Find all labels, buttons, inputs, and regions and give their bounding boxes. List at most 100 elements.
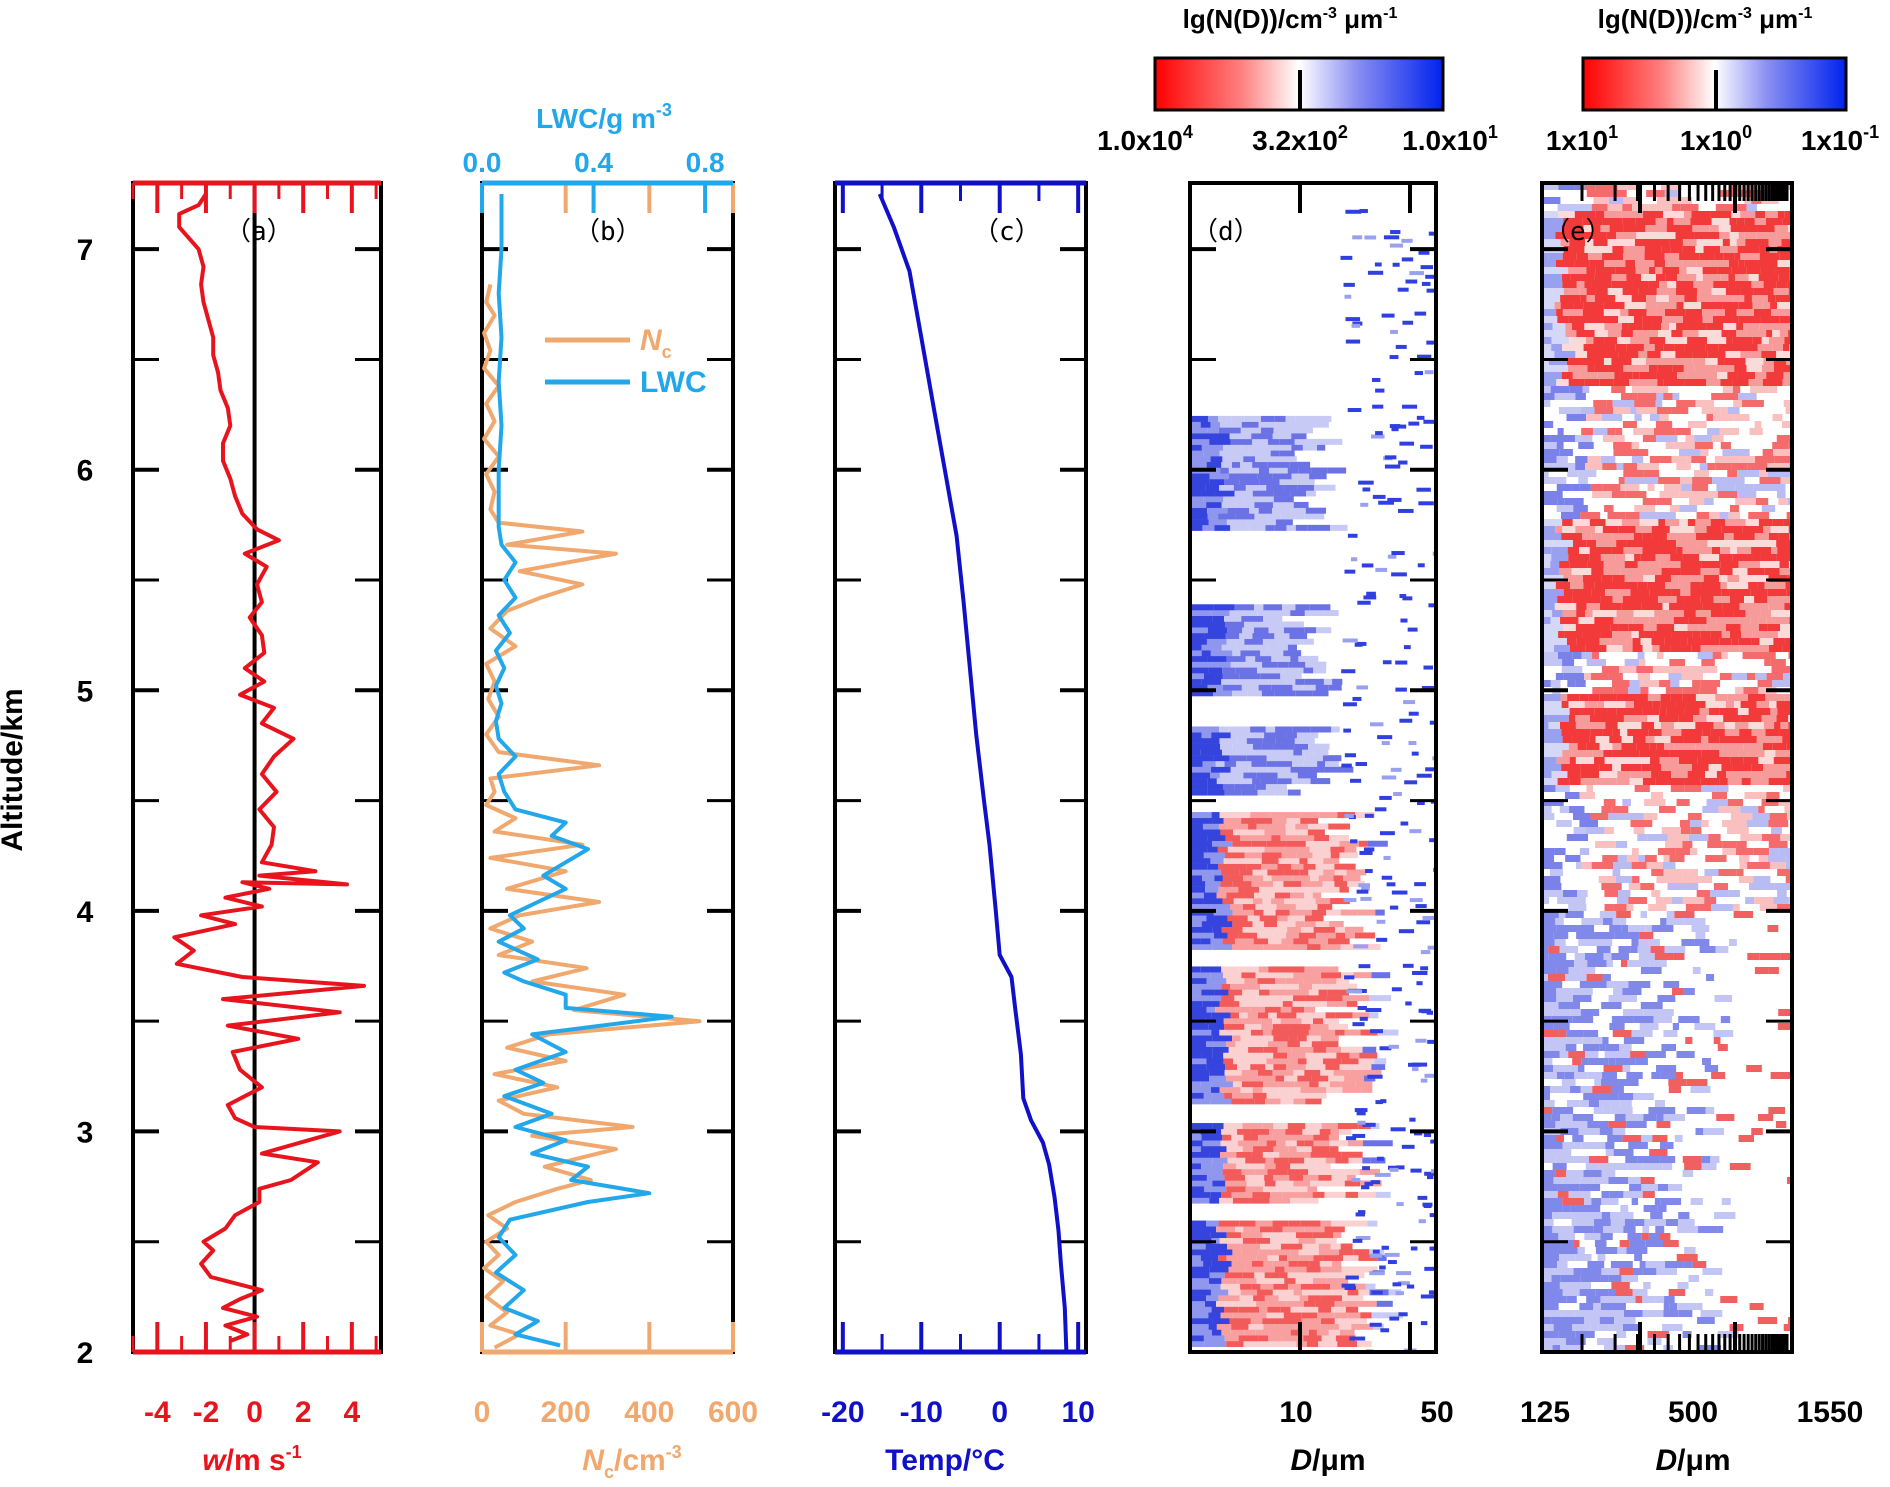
heatmap-cell (1622, 988, 1642, 995)
heatmap-cell (1319, 1128, 1331, 1135)
heatmap-cell (1206, 1041, 1227, 1048)
heatmap-cell (1275, 1163, 1291, 1170)
heatmap-cell (1551, 337, 1570, 344)
heatmap-cell (1244, 621, 1266, 628)
heatmap-cell (1295, 903, 1318, 910)
heatmap-cell (1589, 554, 1601, 561)
heatmap-cell (1750, 778, 1769, 785)
heatmap-cell (1706, 715, 1724, 722)
heatmap-cell (1252, 1086, 1263, 1093)
heatmap-cell (1639, 659, 1646, 666)
heatmap-cell (1765, 729, 1780, 736)
heatmap-cell (1269, 1329, 1291, 1336)
heatmap-cell (1330, 1035, 1339, 1042)
heatmap-cell (1542, 232, 1556, 239)
heatmap-cell (1679, 477, 1693, 484)
heatmap-cell (1630, 946, 1638, 953)
heatmap-cell (1210, 938, 1223, 945)
heatmap-cell (1652, 1135, 1668, 1142)
heatmap-cell (1227, 450, 1250, 457)
heatmap-cell (1713, 414, 1734, 421)
heatmap-cell (1760, 561, 1780, 568)
heatmap-speck (1361, 1185, 1370, 1190)
heatmap-cell (1657, 1184, 1669, 1191)
heatmap-cell (1245, 1174, 1265, 1181)
heatmap-cell (1613, 379, 1630, 386)
heatmap-cell (1680, 561, 1702, 568)
heatmap-cell (1621, 330, 1633, 337)
heatmap-cell (1245, 1157, 1266, 1164)
heatmap-cell (1641, 722, 1655, 729)
x-tick-label: 50 (1420, 1396, 1453, 1429)
heatmap-cell (1746, 330, 1767, 337)
x-tick-label: 0 (246, 1396, 263, 1429)
heatmap-cell (1277, 921, 1296, 928)
heatmap-cell (1542, 456, 1557, 463)
heatmap-cell (1542, 939, 1555, 946)
heatmap-cell (1542, 596, 1558, 603)
heatmap-cell (1585, 1163, 1599, 1170)
heatmap-cell (1682, 239, 1697, 246)
heatmap-cell (1333, 1232, 1342, 1239)
heatmap-cell (1615, 232, 1637, 239)
heatmap-cell (1665, 687, 1683, 694)
heatmap-cell (1292, 621, 1304, 628)
heatmap-cell (1639, 512, 1659, 519)
heatmap-cell (1665, 442, 1674, 449)
heatmap-cell (1701, 407, 1721, 414)
heatmap-cell (1231, 1237, 1243, 1244)
heatmap-cell (1258, 1335, 1269, 1342)
heatmap-cell (1358, 1254, 1378, 1261)
heatmap-cell (1752, 631, 1762, 638)
panel-c-xlabel: Temp/°C (885, 1444, 1005, 1477)
x-tick-label: 10 (1279, 1396, 1312, 1429)
heatmap-cell (1542, 211, 1559, 218)
heatmap-cell (1555, 1149, 1572, 1156)
heatmap-cell (1369, 1012, 1379, 1019)
heatmap-cell (1234, 772, 1244, 779)
heatmap-cell (1321, 1283, 1330, 1290)
heatmap-cell (1698, 330, 1714, 337)
heatmap-cell (1582, 309, 1604, 316)
heatmap-cell (1542, 1275, 1552, 1282)
heatmap-cell (1697, 288, 1712, 295)
heatmap-cell (1753, 309, 1772, 316)
heatmap-cell (1641, 568, 1662, 575)
heatmap-cell (1192, 1272, 1210, 1279)
panel-label: （e） (1544, 217, 1612, 247)
heatmap-cell (1579, 694, 1589, 701)
heatmap-cell (1310, 1197, 1319, 1204)
heatmap-cell (1651, 533, 1659, 540)
heatmap-cell (1700, 449, 1709, 456)
heatmap-cell (1542, 554, 1552, 561)
heatmap-cell (1768, 841, 1788, 848)
heatmap-cell (1625, 491, 1647, 498)
heatmap-cell (1616, 463, 1624, 470)
heatmap-cell (1734, 701, 1741, 708)
heatmap-cell (1294, 743, 1309, 750)
heatmap-cell (1599, 1128, 1613, 1135)
heatmap-cell (1685, 309, 1703, 316)
heatmap-cell (1555, 582, 1571, 589)
heatmap-cell (1656, 652, 1664, 659)
heatmap-cell (1192, 823, 1203, 830)
heatmap-cell (1708, 736, 1720, 743)
heatmap-cell (1685, 904, 1699, 911)
heatmap-cell (1287, 467, 1299, 474)
heatmap-cell (1321, 1335, 1336, 1342)
heatmap-cell (1221, 869, 1240, 876)
heatmap-cell (1722, 820, 1741, 827)
heatmap-cell (1691, 925, 1710, 932)
heatmap-cell (1584, 246, 1592, 253)
heatmap-cell (1703, 1128, 1725, 1135)
heatmap-cell (1287, 1123, 1306, 1130)
heatmap-cell (1542, 981, 1563, 988)
x-tick-label: 600 (708, 1396, 758, 1429)
heatmap-cell (1692, 967, 1701, 974)
heatmap-cell (1303, 977, 1322, 984)
heatmap-cell (1298, 1163, 1317, 1170)
heatmap-cell (1582, 218, 1593, 225)
heatmap-cell (1601, 1170, 1616, 1177)
heatmap-cell (1308, 1295, 1322, 1302)
heatmap-cell (1192, 632, 1205, 639)
